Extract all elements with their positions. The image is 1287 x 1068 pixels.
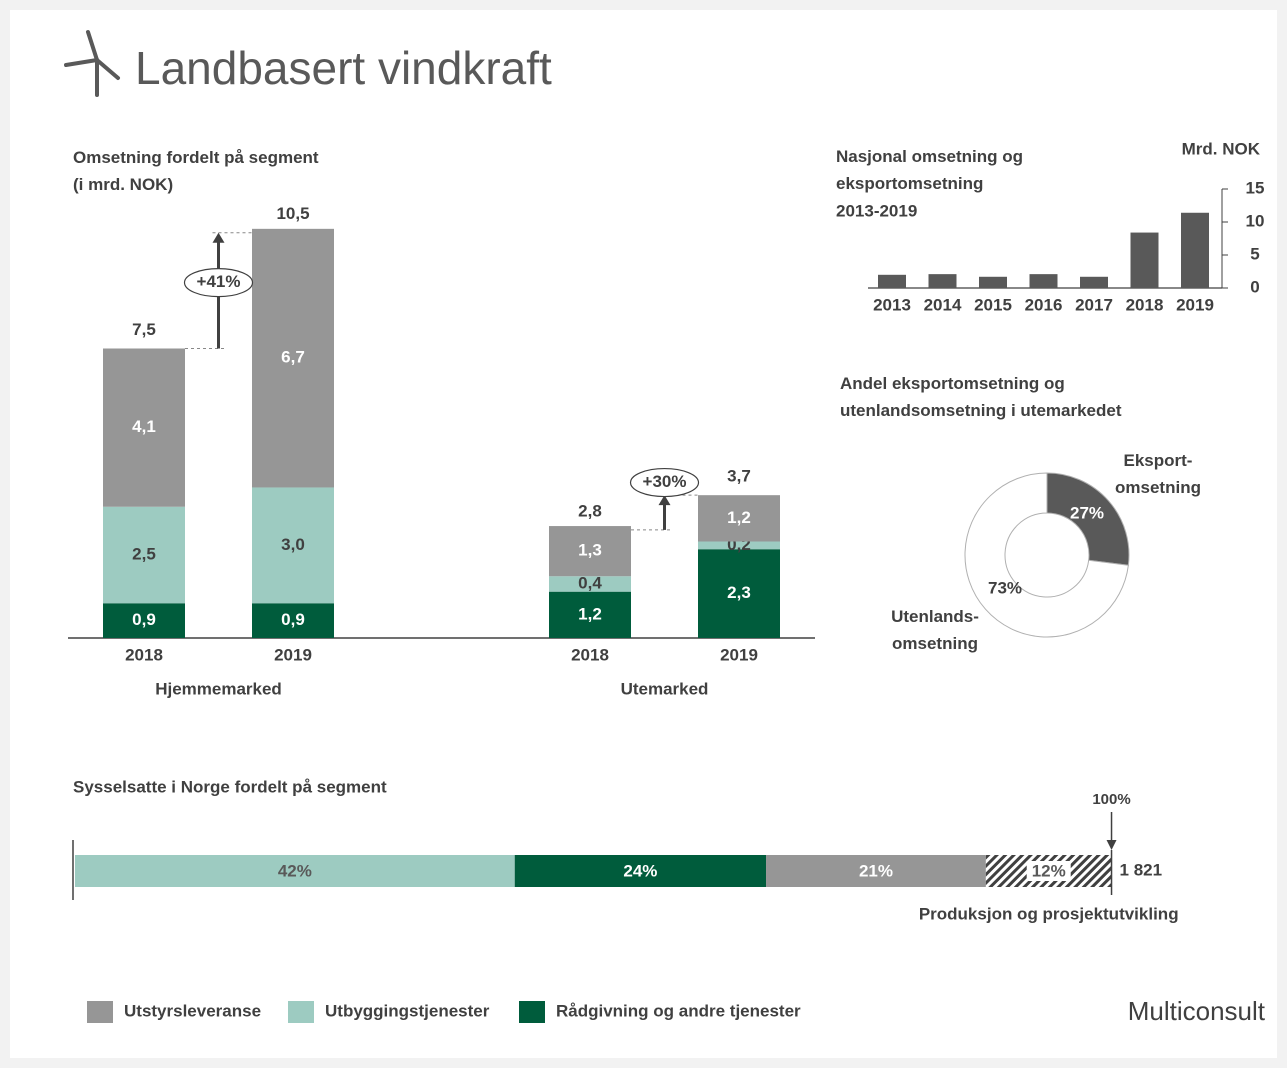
bar-segment	[766, 855, 986, 887]
turbine-icon	[64, 30, 120, 97]
segment-label: 0,9	[132, 610, 156, 629]
group-label: Utemarked	[621, 679, 709, 698]
y-tick-label: 10	[1246, 211, 1265, 230]
legend-swatch	[519, 1001, 545, 1023]
slice-label: 73%	[988, 578, 1022, 597]
segment-label: 4,1	[132, 417, 156, 436]
chart-title: Andel eksportomsetning og utenlandsomsetn…	[840, 374, 1122, 420]
x-tick-label: 2017	[1075, 295, 1113, 314]
x-tick-label: 2019	[720, 645, 758, 664]
donut-slice	[1046, 472, 1130, 566]
bar-segment	[698, 541, 780, 550]
bar-segment	[698, 495, 780, 542]
segment-label: 0,4	[578, 573, 602, 592]
bar	[1181, 212, 1209, 288]
legend-label: Utstyrsleveranse	[124, 1001, 261, 1020]
bar	[1080, 276, 1108, 288]
segment-label: 3,0	[281, 535, 305, 554]
bar	[928, 274, 957, 288]
bar-segment	[103, 506, 185, 604]
bar-segment	[252, 228, 334, 488]
annotation-bubble	[183, 268, 254, 298]
bar-segment	[75, 855, 515, 887]
bar-segment	[698, 549, 780, 638]
page-title: Landbasert vindkraft	[135, 42, 552, 94]
bar-segment	[549, 526, 631, 577]
legend-label: Rådgivning og andre tjenester	[556, 1001, 801, 1020]
bar-segment	[549, 591, 631, 638]
bar-segment	[514, 855, 767, 887]
total-label: 10,5	[276, 204, 309, 223]
bar	[1029, 274, 1058, 288]
segment-label: 1,2	[578, 604, 602, 623]
segment-label: 6,7	[281, 348, 305, 367]
y-tick-label: 5	[1250, 244, 1259, 263]
segment-label: 12%	[1032, 861, 1066, 880]
chart-title: Nasjonal omsetning og eksportomsetning 201…	[836, 147, 1023, 220]
bar-segment	[103, 603, 185, 638]
legend-swatch	[288, 1001, 314, 1023]
chart-title: Sysselsatte i Norge fordelt på segment	[73, 777, 387, 796]
arrow-head	[658, 495, 671, 506]
total-label: 2,8	[578, 501, 602, 520]
segment-label: 2,3	[727, 583, 751, 602]
total-label: 3,7	[727, 467, 751, 486]
segment-label: 1,3	[578, 541, 602, 560]
arrow-head	[1106, 840, 1117, 850]
label-bg	[1026, 861, 1071, 881]
end-label: 100%	[1092, 791, 1130, 808]
x-tick-label: 2013	[873, 295, 911, 314]
segment-label: 21%	[859, 861, 893, 880]
y-tick-label: 0	[1250, 277, 1259, 296]
chart-title: Omsetning fordelt på segment (i mrd. NOK)	[73, 148, 319, 194]
y-tick-label: 15	[1246, 178, 1265, 197]
x-tick-label: 2019	[1176, 295, 1214, 314]
legend-swatch	[87, 1001, 113, 1023]
category-label: Eksport-omsetning	[1115, 451, 1201, 497]
segment-label: 24%	[623, 861, 657, 880]
bar	[979, 276, 1007, 288]
legend-label: Utbyggingstjenester	[325, 1001, 490, 1020]
bar-segment	[252, 603, 334, 638]
bar-segment	[252, 487, 334, 604]
bar	[1130, 232, 1159, 288]
group-label: Hjemmemarked	[155, 679, 282, 698]
bar-segment	[549, 576, 631, 592]
category-label: Utenlands-omsetning	[891, 607, 979, 653]
y-axis-label: Mrd. NOK	[1182, 139, 1261, 158]
x-tick-label: 2018	[125, 645, 163, 664]
x-tick-label: 2014	[924, 295, 962, 314]
segment-label: 1,2	[727, 508, 751, 527]
annotation: +30%	[643, 472, 687, 491]
x-tick-label: 2019	[274, 645, 312, 664]
x-tick-label: 2016	[1025, 295, 1063, 314]
segment-name: Produksjon og prosjektutvikling	[919, 904, 1179, 923]
annotation-bubble	[629, 467, 700, 498]
x-tick-label: 2015	[974, 295, 1012, 314]
segment-label: 42%	[278, 861, 312, 880]
donut-slice	[964, 472, 1129, 638]
segment-label: 2,5	[132, 544, 156, 563]
segment-label: 0,9	[281, 610, 305, 629]
annotation: +41%	[197, 272, 241, 291]
x-tick-label: 2018	[1126, 295, 1164, 314]
total-label: 1 821	[1120, 860, 1163, 879]
logo: Multiconsult	[1128, 996, 1266, 1026]
x-tick-label: 2018	[571, 645, 609, 664]
total-label: 7,5	[132, 320, 156, 339]
bar	[878, 274, 906, 288]
arrow-head	[212, 232, 225, 243]
slice-label: 27%	[1070, 503, 1104, 522]
bar-segment	[103, 348, 185, 507]
